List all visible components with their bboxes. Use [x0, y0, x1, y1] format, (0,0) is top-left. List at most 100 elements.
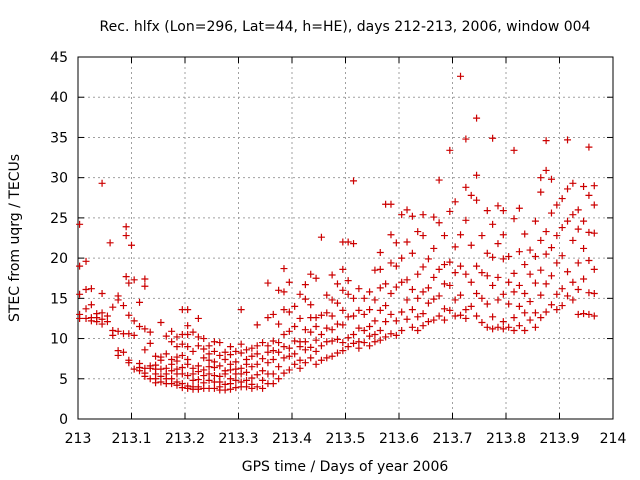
data-point — [296, 356, 304, 364]
data-point — [333, 299, 341, 307]
data-point — [408, 212, 416, 220]
data-point — [537, 291, 545, 299]
data-point — [408, 323, 416, 331]
data-point — [451, 296, 459, 304]
data-point — [392, 331, 400, 339]
data-point — [216, 362, 224, 370]
data-point — [489, 281, 497, 289]
data-point — [178, 384, 186, 392]
data-point — [371, 266, 379, 274]
data-point — [248, 374, 256, 382]
data-point — [574, 285, 582, 293]
data-point — [189, 328, 197, 336]
data-point — [424, 318, 432, 326]
data-point — [226, 385, 234, 393]
data-point — [221, 348, 229, 356]
data-point — [259, 355, 267, 363]
data-point — [103, 318, 111, 326]
data-point — [205, 342, 213, 350]
data-point — [371, 331, 379, 339]
data-point — [275, 320, 283, 328]
data-point — [569, 179, 577, 187]
data-point — [280, 306, 288, 314]
data-point — [446, 306, 454, 314]
data-point — [328, 326, 336, 334]
data-point — [392, 262, 400, 270]
data-point — [424, 255, 432, 263]
data-point — [339, 286, 347, 294]
data-point — [82, 285, 90, 293]
data-point — [494, 323, 502, 331]
data-point — [152, 379, 160, 387]
data-point — [419, 211, 427, 219]
data-point — [253, 383, 261, 391]
data-point — [253, 342, 261, 350]
data-point — [414, 270, 422, 278]
data-point — [526, 246, 534, 254]
x-tick-labels: 213 213.1 213.2 213.3 213.4 213.5 213.6 213.7 21… — [65, 431, 627, 447]
data-point — [130, 331, 138, 339]
data-point — [264, 348, 272, 356]
data-point — [178, 351, 186, 359]
data-point — [178, 340, 186, 348]
data-point — [141, 372, 149, 380]
data-point — [435, 292, 443, 300]
data-point — [382, 302, 390, 310]
data-point — [430, 273, 438, 281]
data-point — [285, 352, 293, 360]
data-point — [350, 312, 358, 320]
data-point — [280, 343, 288, 351]
data-point — [275, 286, 283, 294]
data-point — [451, 243, 459, 251]
data-point — [467, 278, 475, 286]
data-point — [339, 321, 347, 329]
data-point — [489, 220, 497, 228]
data-point — [106, 239, 114, 247]
data-point — [473, 196, 481, 204]
data-point — [333, 280, 341, 288]
data-point — [558, 302, 566, 310]
data-point — [446, 146, 454, 154]
data-point — [130, 317, 138, 325]
data-point — [280, 354, 288, 362]
data-point — [537, 188, 545, 196]
x-tick-label: 213.6 — [379, 431, 419, 447]
data-point — [585, 143, 593, 151]
data-point — [194, 385, 202, 393]
data-point — [403, 296, 411, 304]
data-point — [580, 244, 588, 252]
data-point — [510, 327, 518, 335]
data-point — [382, 280, 390, 288]
data-point — [419, 322, 427, 330]
data-point — [531, 279, 539, 287]
data-point — [307, 328, 315, 336]
data-point — [162, 332, 170, 340]
data-point — [98, 290, 106, 298]
data-point — [210, 384, 218, 392]
data-point — [478, 232, 486, 240]
data-point — [574, 206, 582, 214]
data-point — [521, 290, 529, 298]
data-point — [243, 346, 251, 354]
x-tick-label: 213.3 — [218, 431, 258, 447]
data-point — [243, 360, 251, 368]
data-point — [312, 314, 320, 322]
data-point — [387, 231, 395, 239]
data-point — [125, 279, 133, 287]
data-point — [515, 281, 523, 289]
data-point — [205, 350, 213, 358]
data-point — [457, 262, 465, 270]
data-point — [317, 331, 325, 339]
data-point — [419, 263, 427, 271]
data-point — [435, 176, 443, 184]
data-point — [344, 277, 352, 285]
data-point — [505, 323, 513, 331]
data-point — [291, 337, 299, 345]
data-point — [93, 318, 101, 326]
data-point — [98, 320, 106, 328]
data-point — [76, 262, 84, 270]
data-point — [280, 369, 288, 377]
data-point — [168, 380, 176, 388]
data-point — [173, 381, 181, 389]
data-point — [130, 365, 138, 373]
